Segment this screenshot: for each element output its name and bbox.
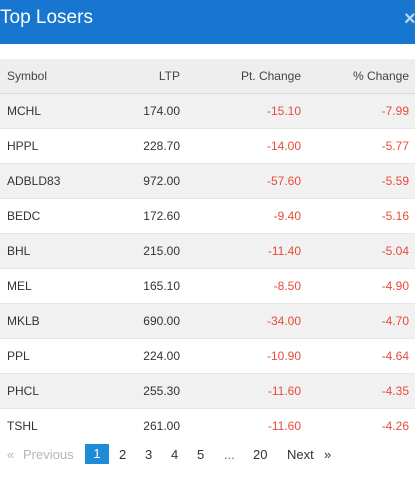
table-row[interactable]: MEL 165.10 -8.50 -4.90 <box>0 268 415 304</box>
column-header-ltp[interactable]: LTP <box>102 59 180 94</box>
table-row[interactable]: MKLB 690.00 -34.00 -4.70 <box>0 303 415 339</box>
percent-change-cell: -5.04 <box>301 233 415 269</box>
percent-change-cell: -5.59 <box>301 163 415 199</box>
symbol-cell[interactable]: ADBLD83 <box>0 163 102 199</box>
dialog-header: Top Losers × <box>0 0 415 44</box>
pt-change-cell: -11.60 <box>180 373 301 409</box>
column-header-pt-change[interactable]: Pt. Change <box>180 59 301 94</box>
column-header-percent-change[interactable]: % Change <box>301 59 415 94</box>
table-row[interactable]: MCHL 174.00 -15.10 -7.99 <box>0 93 415 129</box>
column-header-symbol[interactable]: Symbol <box>0 59 102 94</box>
next-arrow-icon[interactable]: » <box>324 447 332 462</box>
table-row[interactable]: PHCL 255.30 -11.60 -4.35 <box>0 373 415 409</box>
pt-change-cell: -11.60 <box>180 408 301 443</box>
page-link-1[interactable]: 1 <box>85 444 109 464</box>
ltp-cell: 224.00 <box>102 338 180 374</box>
ltp-cell: 261.00 <box>102 408 180 443</box>
page-link-20[interactable]: 20 <box>253 447 268 462</box>
table-row[interactable]: BEDC 172.60 -9.40 -5.16 <box>0 198 415 234</box>
page-link-2[interactable]: 2 <box>119 447 127 462</box>
ltp-cell: 690.00 <box>102 303 180 339</box>
table-row[interactable]: BHL 215.00 -11.40 -5.04 <box>0 233 415 269</box>
ltp-cell: 174.00 <box>102 93 180 129</box>
table-row[interactable]: ADBLD83 972.00 -57.60 -5.59 <box>0 163 415 199</box>
percent-change-cell: -5.16 <box>301 198 415 234</box>
percent-change-cell: -4.90 <box>301 268 415 304</box>
symbol-cell[interactable]: PPL <box>0 338 102 374</box>
pagination: « Previous 1 2 3 4 5 ... 20 Next » <box>0 444 415 466</box>
pt-change-cell: -57.60 <box>180 163 301 199</box>
close-icon[interactable]: × <box>404 8 415 30</box>
ltp-cell: 972.00 <box>102 163 180 199</box>
pt-change-cell: -11.40 <box>180 233 301 269</box>
table-row[interactable]: TSHL 261.00 -11.60 -4.26 <box>0 408 415 443</box>
dialog-title: Top Losers <box>0 7 93 28</box>
symbol-cell[interactable]: HPPL <box>0 128 102 164</box>
ltp-cell: 255.30 <box>102 373 180 409</box>
pagination-ellipsis: ... <box>224 447 235 462</box>
top-losers-table: Symbol LTP Pt. Change % Change MCHL 174.0… <box>0 59 415 443</box>
table-row[interactable]: PPL 224.00 -10.90 -4.64 <box>0 338 415 374</box>
page-link-4[interactable]: 4 <box>171 447 179 462</box>
percent-change-cell: -4.35 <box>301 373 415 409</box>
ltp-cell: 172.60 <box>102 198 180 234</box>
symbol-cell[interactable]: MKLB <box>0 303 102 339</box>
table-header-row: Symbol LTP Pt. Change % Change <box>0 59 415 94</box>
page-link-3[interactable]: 3 <box>145 447 153 462</box>
percent-change-cell: -5.77 <box>301 128 415 164</box>
pt-change-cell: -14.00 <box>180 128 301 164</box>
pt-change-cell: -10.90 <box>180 338 301 374</box>
pt-change-cell: -8.50 <box>180 268 301 304</box>
table-row[interactable]: HPPL 228.70 -14.00 -5.77 <box>0 128 415 164</box>
ltp-cell: 215.00 <box>102 233 180 269</box>
percent-change-cell: -4.70 <box>301 303 415 339</box>
table-body: MCHL 174.00 -15.10 -7.99 HPPL 228.70 -14.00 -5.… <box>0 93 415 443</box>
ltp-cell: 228.70 <box>102 128 180 164</box>
pt-change-cell: -9.40 <box>180 198 301 234</box>
previous-arrow-icon: « <box>7 447 15 462</box>
page-link-5[interactable]: 5 <box>197 447 205 462</box>
pt-change-cell: -34.00 <box>180 303 301 339</box>
ltp-cell: 165.10 <box>102 268 180 304</box>
symbol-cell[interactable]: BHL <box>0 233 102 269</box>
percent-change-cell: -7.99 <box>301 93 415 129</box>
pt-change-cell: -15.10 <box>180 93 301 129</box>
percent-change-cell: -4.26 <box>301 408 415 443</box>
symbol-cell[interactable]: MCHL <box>0 93 102 129</box>
symbol-cell[interactable]: TSHL <box>0 408 102 443</box>
symbol-cell[interactable]: MEL <box>0 268 102 304</box>
symbol-cell[interactable]: BEDC <box>0 198 102 234</box>
next-page-link[interactable]: Next <box>287 447 314 462</box>
previous-page-link: Previous <box>23 447 74 462</box>
symbol-cell[interactable]: PHCL <box>0 373 102 409</box>
percent-change-cell: -4.64 <box>301 338 415 374</box>
